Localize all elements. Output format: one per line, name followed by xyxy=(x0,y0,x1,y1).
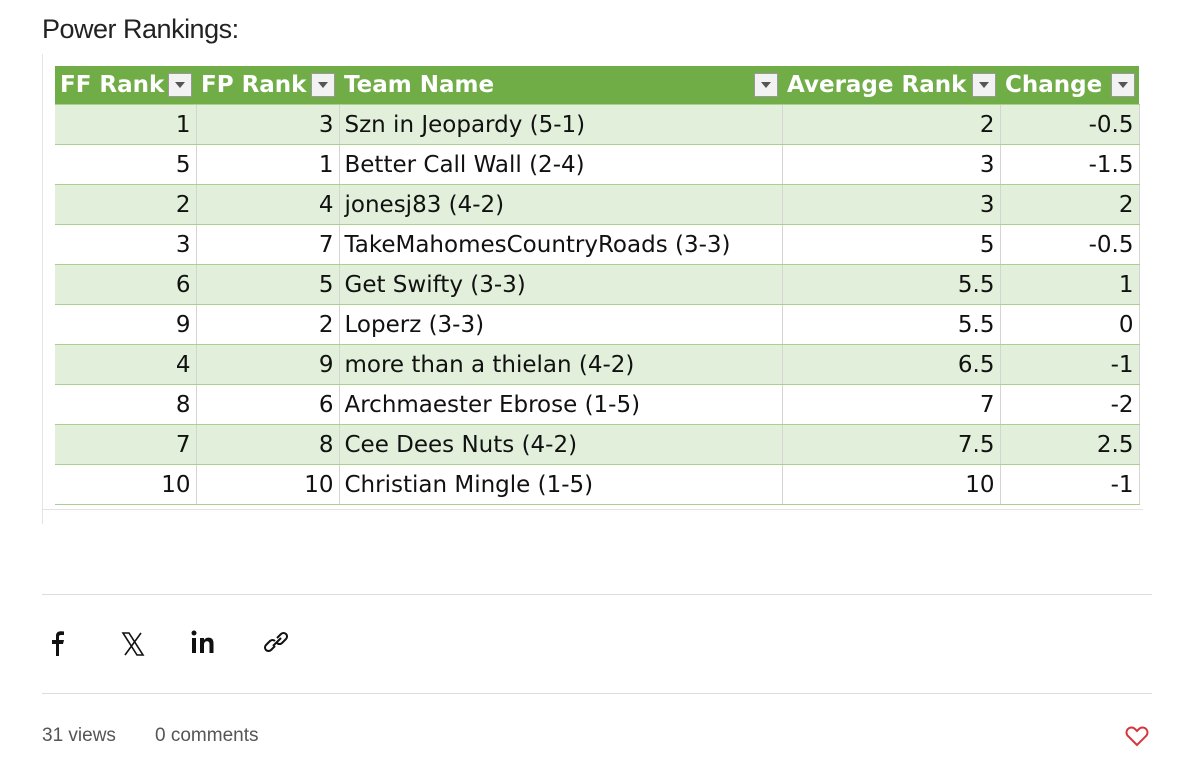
table-row: 5 1 Better Call Wall (2-4) 3 -1.5 xyxy=(55,144,1140,185)
table-cell: 5.5 xyxy=(782,304,1001,345)
table-cell: 2 xyxy=(1000,184,1140,225)
rankings-table: FF Rank FP Rank Team Name Average Rank Chang… xyxy=(55,66,1140,505)
column-header-text: Average Rank xyxy=(787,72,967,98)
table-cell: 2.5 xyxy=(1000,424,1140,465)
sheet-gridline xyxy=(43,509,1143,510)
column-header: Average Rank xyxy=(782,66,1000,105)
table-cell: -2 xyxy=(1000,384,1140,425)
column-header: Team Name xyxy=(339,66,782,105)
table-cell: 3 xyxy=(782,184,1001,225)
table-cell: Archmaester Ebrose (1-5) xyxy=(339,384,783,425)
table-cell: -0.5 xyxy=(1000,104,1140,145)
table-cell: -0.5 xyxy=(1000,224,1140,265)
table-cell: 5 xyxy=(196,264,340,305)
table-cell: 3 xyxy=(196,104,340,145)
table-cell: 8 xyxy=(55,384,197,425)
view-count: 31 views xyxy=(42,725,116,746)
table-cell: -1.5 xyxy=(1000,144,1140,185)
table-cell: 5 xyxy=(782,224,1001,265)
table-cell: 7 xyxy=(55,424,197,465)
filter-dropdown[interactable] xyxy=(972,73,996,97)
table-cell: 1 xyxy=(196,144,340,185)
table-cell: Christian Mingle (1-5) xyxy=(339,464,783,505)
filter-dropdown[interactable] xyxy=(168,73,192,97)
post-heading: Power Rankings: xyxy=(42,14,239,44)
share-facebook[interactable] xyxy=(46,628,68,658)
table-row: 4 9 more than a thielan (4-2) 6.5 -1 xyxy=(55,344,1140,385)
table-cell: Szn in Jeopardy (5-1) xyxy=(339,104,783,145)
table-row: 8 6 Archmaester Ebrose (1-5) 7 -2 xyxy=(55,384,1140,425)
table-cell: 3 xyxy=(782,144,1001,185)
table-cell: -1 xyxy=(1000,464,1140,505)
share-linkedin[interactable] xyxy=(190,628,218,658)
comment-count[interactable]: 0 comments xyxy=(155,725,259,746)
table-row: 2 4 jonesj83 (4-2) 3 2 xyxy=(55,184,1140,225)
table-cell: Cee Dees Nuts (4-2) xyxy=(339,424,783,465)
table-cell: Better Call Wall (2-4) xyxy=(339,144,783,185)
column-header-text: Team Name xyxy=(344,72,495,98)
column-header: Change xyxy=(1000,66,1139,105)
table-row: 7 8 Cee Dees Nuts (4-2) 7.5 2.5 xyxy=(55,424,1140,465)
table-row: 3 7 TakeMahomesCountryRoads (3-3) 5 -0.5 xyxy=(55,224,1140,265)
table-cell: 7 xyxy=(782,384,1001,425)
table-cell: 5 xyxy=(55,144,197,185)
column-header: FF Rank xyxy=(55,66,196,105)
table-cell: 10 xyxy=(196,464,340,505)
column-header: FP Rank xyxy=(196,66,339,105)
like-button[interactable] xyxy=(1124,724,1150,748)
filter-dropdown[interactable] xyxy=(754,73,778,97)
table-cell: 5.5 xyxy=(782,264,1001,305)
table-cell: 4 xyxy=(196,184,340,225)
filter-dropdown[interactable] xyxy=(311,73,335,97)
table-row: 6 5 Get Swifty (3-3) 5.5 1 xyxy=(55,264,1140,305)
table-cell: 0 xyxy=(1000,304,1140,345)
table-cell: 1 xyxy=(55,104,197,145)
table-cell: 10 xyxy=(55,464,197,505)
table-cell: 2 xyxy=(782,104,1001,145)
table-cell: 10 xyxy=(782,464,1001,505)
table-cell: 4 xyxy=(55,344,197,385)
table-cell: -1 xyxy=(1000,344,1140,385)
table-cell: 7 xyxy=(196,224,340,265)
table-cell: TakeMahomesCountryRoads (3-3) xyxy=(339,224,783,265)
table-cell: 6 xyxy=(196,384,340,425)
table-cell: 9 xyxy=(55,304,197,345)
table-cell: 9 xyxy=(196,344,340,385)
table-cell: 8 xyxy=(196,424,340,465)
table-cell: more than a thielan (4-2) xyxy=(339,344,783,385)
table-row: 9 2 Loperz (3-3) 5.5 0 xyxy=(55,304,1140,345)
table-cell: 2 xyxy=(196,304,340,345)
table-cell: Get Swifty (3-3) xyxy=(339,264,783,305)
copy-link[interactable] xyxy=(263,628,291,658)
filter-dropdown[interactable] xyxy=(1111,73,1135,97)
table-cell: jonesj83 (4-2) xyxy=(339,184,783,225)
table-cell: 2 xyxy=(55,184,197,225)
table-row: 1 3 Szn in Jeopardy (5-1) 2 -0.5 xyxy=(55,104,1140,145)
column-header-text: FF Rank xyxy=(60,72,165,98)
table-cell: Loperz (3-3) xyxy=(339,304,783,345)
table-cell: 3 xyxy=(55,224,197,265)
divider xyxy=(42,693,1152,694)
table-cell: 6.5 xyxy=(782,344,1001,385)
table-row: 10 10 Christian Mingle (1-5) 10 -1 xyxy=(55,464,1140,505)
table-cell: 1 xyxy=(1000,264,1140,305)
divider xyxy=(42,594,1152,595)
table-cell: 6 xyxy=(55,264,197,305)
share-x[interactable] xyxy=(120,628,146,658)
spreadsheet-image: FF Rank FP Rank Team Name Average Rank Chang… xyxy=(42,54,1153,524)
column-header-text: FP Rank xyxy=(201,72,307,98)
header-row: FF Rank FP Rank Team Name Average Rank Chang… xyxy=(55,66,1139,105)
column-header-text: Change xyxy=(1005,72,1103,98)
table-cell: 7.5 xyxy=(782,424,1001,465)
